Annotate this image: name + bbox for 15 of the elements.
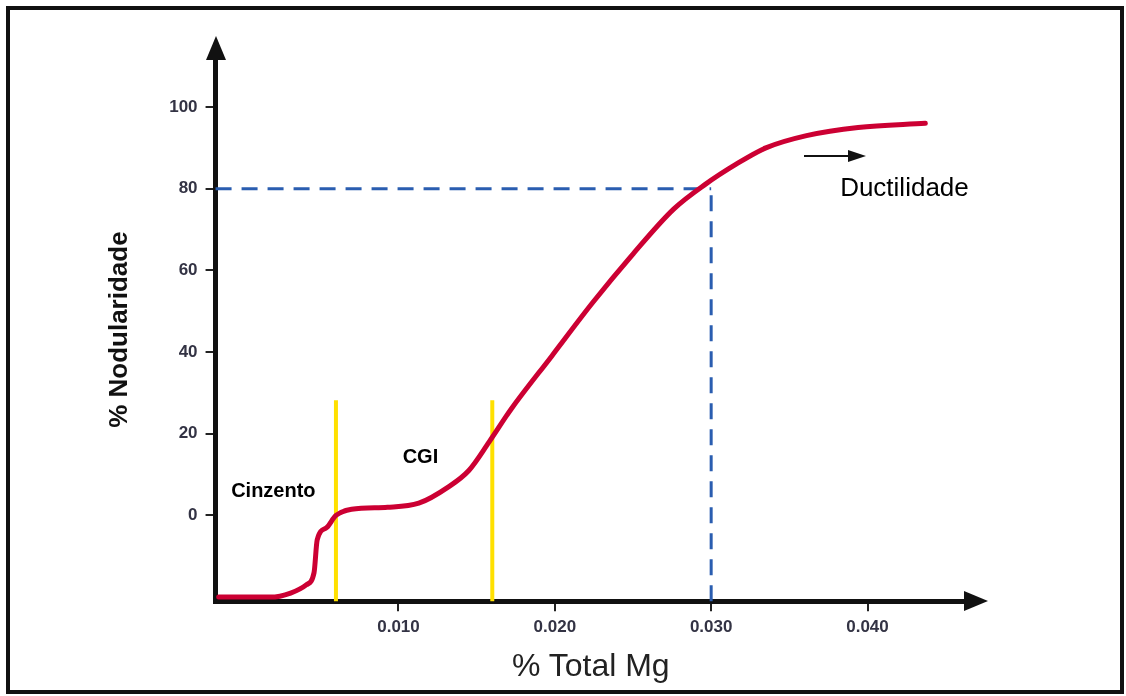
x-tick-label: 0.040 [846, 617, 889, 637]
y-axis-title: % Nodularidade [102, 231, 133, 428]
y-tick-label: 20 [178, 423, 198, 443]
y-tick-label: 80 [178, 178, 198, 198]
x-tick-label: 0.030 [689, 617, 733, 637]
x-tick-label: 0.010 [377, 617, 420, 637]
y-tick-label: 40 [178, 341, 198, 361]
x-axis-title: % Total Mg [511, 646, 670, 683]
annotation: CGI [402, 444, 439, 468]
annotation: Cinzento [231, 478, 316, 502]
y-tick-label: 100 [169, 96, 198, 116]
annotation: Ductilidade [840, 171, 969, 203]
y-tick-label: 60 [178, 260, 198, 280]
y-tick-label: 0 [188, 505, 198, 525]
x-tick-label: 0.020 [533, 617, 577, 637]
